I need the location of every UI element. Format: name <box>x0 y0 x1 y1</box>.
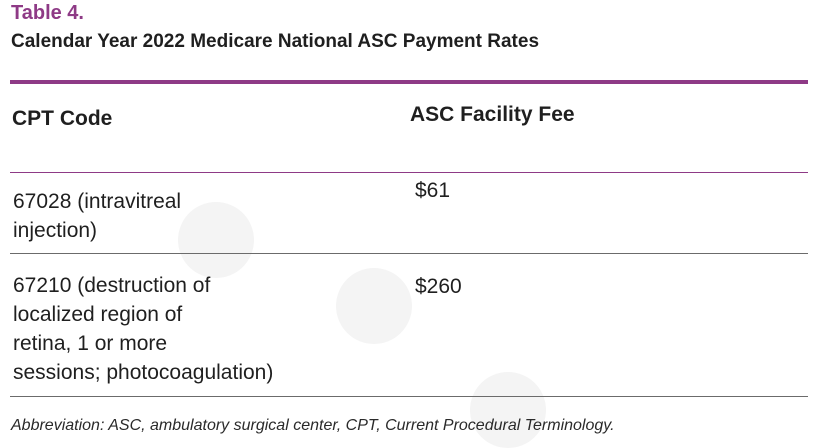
cpt-code-line: localized region of <box>13 303 183 326</box>
table-label: Table 4. <box>11 2 84 24</box>
cpt-code-line: 67210 (destruction of <box>13 274 211 297</box>
header-cpt-code: CPT Code <box>12 107 113 130</box>
table-footnote: Abbreviation: ASC, ambulatory surgical c… <box>11 417 615 434</box>
facility-fee-cell: $260 <box>415 275 462 298</box>
facility-fee-cell: $61 <box>415 179 451 202</box>
table-row: 67210 (destruction of localized region o… <box>13 271 393 387</box>
watermark-circle <box>178 202 254 278</box>
watermark-circle <box>470 372 546 448</box>
cpt-code-line: retina, 1 or more <box>13 332 168 355</box>
cpt-code-line: 67028 (intravitreal <box>13 190 182 213</box>
row-divider <box>10 253 808 254</box>
table-bottom-rule <box>10 396 808 397</box>
watermark-circle <box>336 268 412 344</box>
table-top-rule <box>10 80 808 84</box>
cpt-code-line: injection) <box>13 219 98 242</box>
cpt-code-line: sessions; photocoagulation) <box>13 361 274 384</box>
header-asc-facility-fee: ASC Facility Fee <box>410 103 575 126</box>
table-row: 67028 (intravitreal injection) <box>13 187 373 245</box>
table-title: Calendar Year 2022 Medicare National ASC… <box>11 31 540 52</box>
header-divider <box>10 172 808 173</box>
